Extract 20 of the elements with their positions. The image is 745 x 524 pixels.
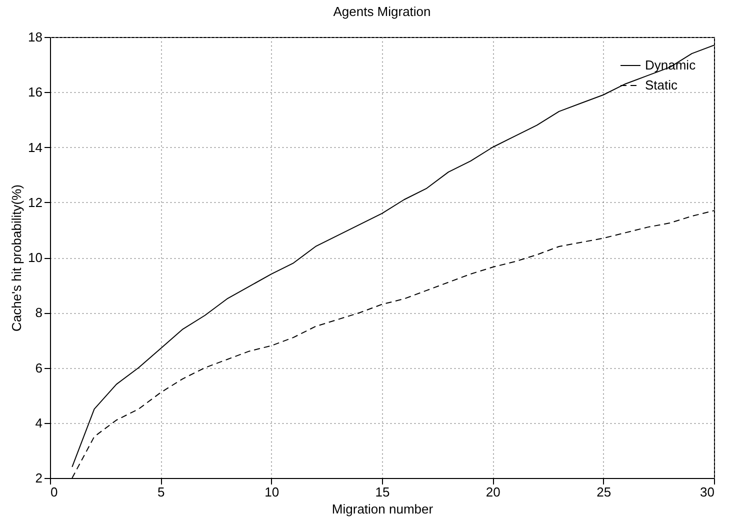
y-tick-label: 16 [28, 84, 42, 100]
x-tick-label: 0 [50, 484, 58, 500]
x-tick-label: 20 [486, 484, 500, 500]
x-tick-label: 5 [158, 484, 165, 500]
x-tick-label: 15 [375, 484, 390, 500]
y-tick-label: 8 [35, 305, 42, 320]
y-tick-label: 14 [28, 140, 42, 155]
y-tick-label: 6 [35, 360, 42, 376]
chart-title: Agents Migration [333, 4, 431, 19]
x-axis-title: Migration number [332, 502, 434, 516]
legend-label: Static [645, 78, 678, 92]
y-tick-label: 2 [35, 470, 42, 486]
x-tick-label: 30 [700, 484, 714, 500]
y-tick-label: 18 [28, 30, 42, 44]
y-axis-title: Cache's hit probability(%) [9, 184, 24, 332]
y-tick-label: 4 [35, 415, 42, 430]
y-tick-label: 12 [28, 194, 42, 210]
y-tick-label: 10 [28, 250, 42, 265]
x-tick-label: 10 [264, 484, 280, 500]
x-tick-label: 25 [596, 484, 612, 500]
